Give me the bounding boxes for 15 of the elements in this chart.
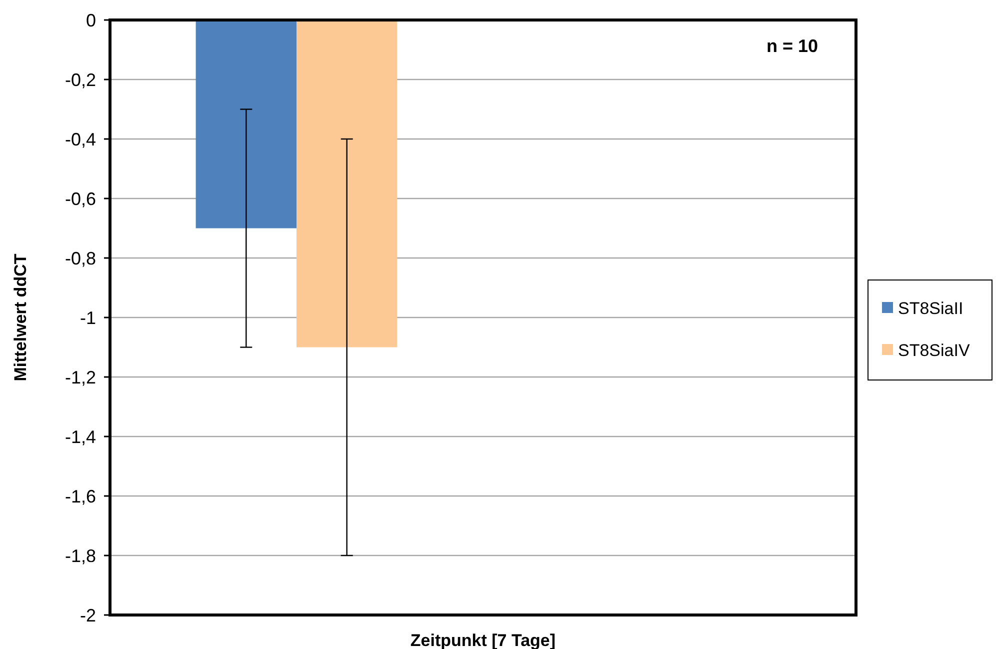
y-tick-label: -0,2 bbox=[64, 70, 96, 90]
y-tick-label: -2 bbox=[80, 605, 96, 626]
y-tick-label: -0,6 bbox=[64, 188, 96, 209]
legend-label: ST8SiaIV bbox=[898, 340, 970, 360]
y-tick-label: -0,8 bbox=[64, 248, 96, 268]
legend-label: ST8SiaII bbox=[898, 298, 964, 318]
y-tick-label: -1,6 bbox=[64, 486, 96, 506]
y-axis-title: Mittelwert ddCT bbox=[11, 253, 30, 382]
y-tick-label: -1,4 bbox=[64, 426, 96, 447]
y-tick-label: -1,8 bbox=[64, 546, 96, 566]
y-tick-label: 0 bbox=[86, 10, 96, 30]
annotation: n = 10 bbox=[766, 36, 818, 56]
y-tick-label: -1,2 bbox=[64, 367, 96, 388]
y-tick-label: -1 bbox=[80, 308, 96, 328]
y-tick-label: -0,4 bbox=[64, 129, 96, 150]
